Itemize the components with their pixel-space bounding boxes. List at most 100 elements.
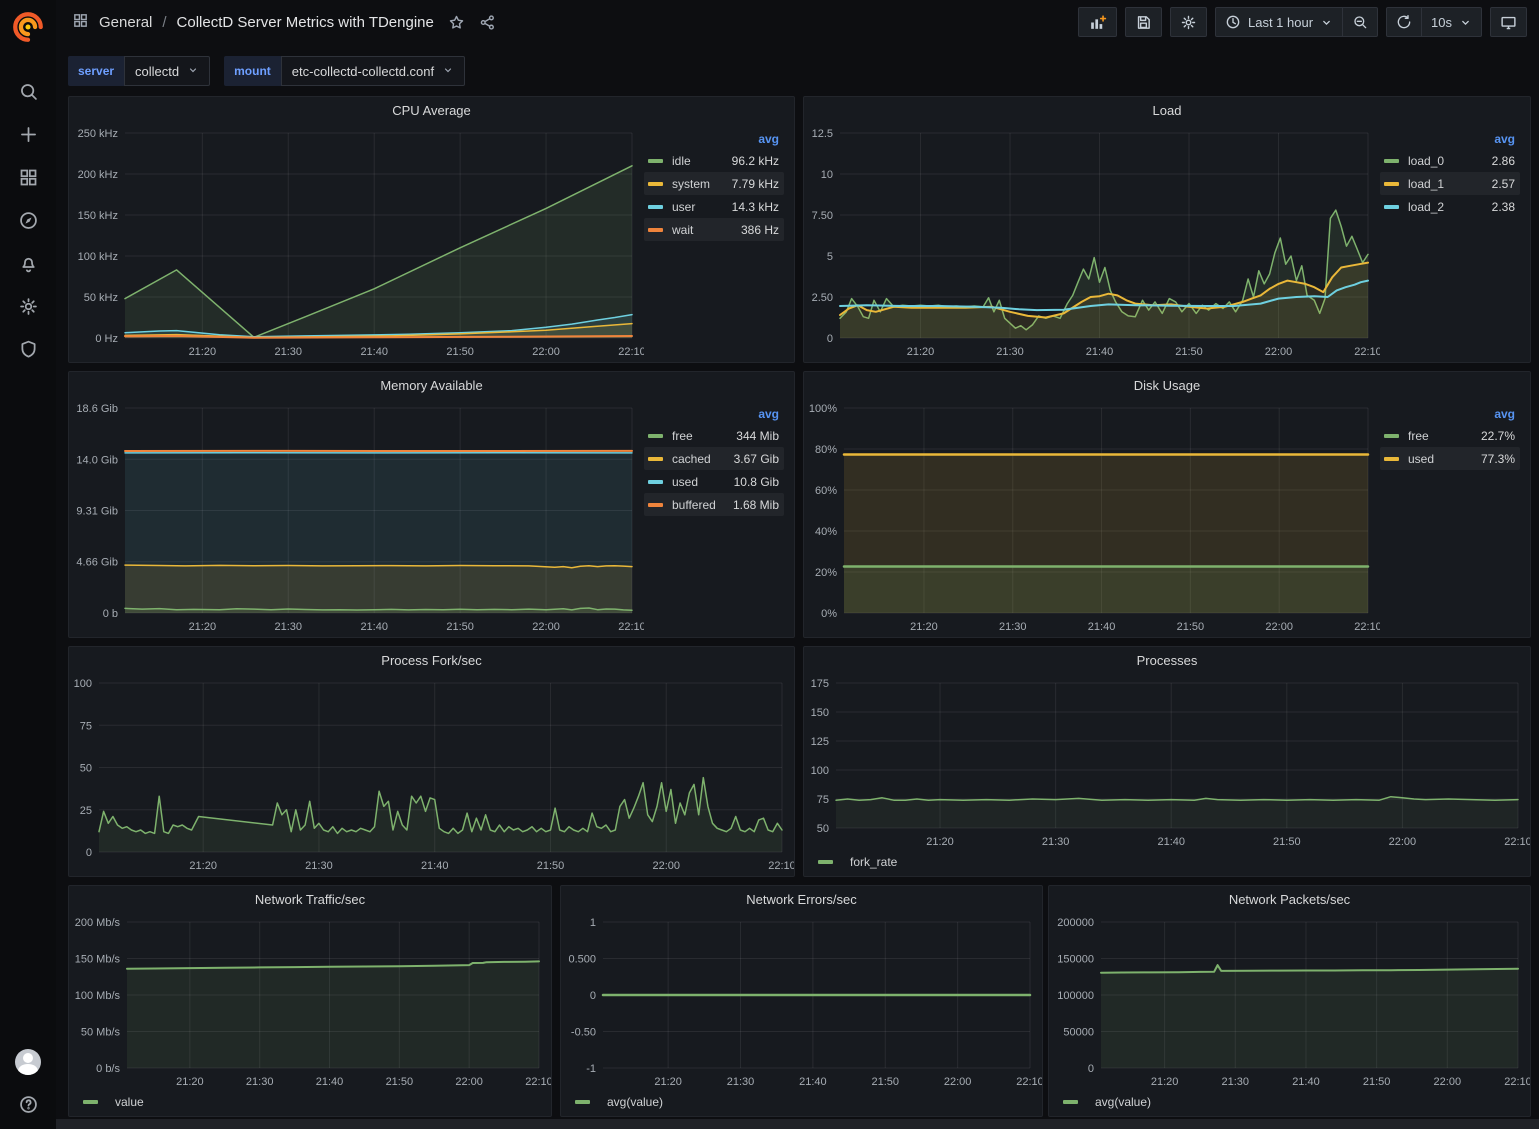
legend-item-buffered[interactable]: buffered 1.68 Mib [644,493,784,516]
dashboard-title[interactable]: CollectD Server Metrics with TDengine [176,13,434,31]
legend-item-user[interactable]: user 14.3 kHz [644,195,784,218]
svg-text:22:10: 22:10 [1016,1076,1042,1088]
legend-avg-header[interactable]: avg [758,407,779,421]
zoom-out-button[interactable] [1343,7,1379,37]
panel-title[interactable]: Network Packets/sec [1228,891,1351,907]
variable-server-value[interactable]: collectd [124,56,211,86]
svg-text:21:20: 21:20 [907,346,935,358]
panel-title[interactable]: Disk Usage [1133,377,1201,393]
panel-title[interactable]: CPU Average [392,102,471,118]
legend-item-idle[interactable]: idle 96.2 kHz [644,149,784,172]
network-errors-chart[interactable]: -1 -0.50 0 0.500 1 21:20 21:30 21:40 21:50 22:00 2… [561,912,1042,1092]
dashboards-icon[interactable] [17,166,39,188]
legend-item-system[interactable]: system 7.79 kHz [644,172,784,195]
legend-avg-header[interactable]: avg [1494,407,1515,421]
legend-item-avg(value)[interactable]: avg(value) [607,1095,664,1109]
refresh-button[interactable] [1386,7,1423,37]
chart-canvas[interactable]: -1 -0.50 0 0.500 1 21:20 21:30 21:40 21:50 22:00 2… [561,912,1042,1092]
legend-series-name: used [1408,451,1435,466]
panel-title[interactable]: Processes [1136,652,1198,668]
chart-canvas[interactable]: 0 2.50 5 7.50 10 12.5 21:20 21:30 21:40 21:50 22:0… [804,123,1380,362]
network-packets-chart[interactable]: 0 50000 100000 150000 200000 21:20 21:30 21:40 2… [1049,912,1530,1092]
time-range-label: Last 1 hour [1247,14,1314,30]
legend-item-used[interactable]: used 77.3% [1380,447,1520,470]
legend-swatch [575,1100,590,1104]
chart-canvas[interactable]: 50 75 100 125 150 175 21:20 21:30 21:40 21:50 22:0… [804,673,1530,852]
network-traffic-chart[interactable]: 0 b/s 50 Mb/s 100 Mb/s 150 Mb/s 200 Mb/s 21:2… [69,912,551,1092]
legend-series-name: free [672,428,693,443]
user-avatar[interactable] [15,1049,41,1075]
refresh-interval-picker[interactable]: 10s [1422,7,1482,37]
legend-item-avg(value)[interactable]: avg(value) [1095,1095,1152,1109]
legend: avg(value) [1049,1092,1530,1116]
chart-canvas[interactable]: 0 b 4.66 Gib 9.31 Gib 14.0 Gib 18.6 Gib 21:20… [69,398,644,637]
explore-compass-icon[interactable] [17,209,39,231]
breadcrumb-section[interactable]: General [99,13,153,31]
svg-text:0: 0 [1088,1063,1094,1075]
legend-item-cached[interactable]: cached 3.67 Gib [644,447,784,470]
add-panel-button[interactable] [1077,7,1117,37]
panel-title[interactable]: Network Errors/sec [746,891,857,907]
legend-series-name: system [672,176,711,191]
chart-canvas[interactable]: 0 Hz 50 kHz 100 kHz 150 kHz 200 kHz 250 kHz 21… [69,123,644,362]
legend-item-wait[interactable]: wait 386 Hz [644,218,784,241]
server-admin-shield-icon[interactable] [17,338,39,360]
legend-swatch [648,456,663,461]
chart-canvas[interactable]: 0% 20% 40% 60% 80% 100% 21:20 21:30 21:40 21:50 22… [804,398,1380,637]
legend-item-load_0[interactable]: load_0 2.86 [1380,149,1520,172]
configuration-gear-icon[interactable] [17,295,39,317]
alerting-bell-icon[interactable] [17,252,39,274]
variable-mount-label: mount [224,56,281,86]
search-icon[interactable] [17,80,39,102]
svg-text:21:30: 21:30 [275,621,303,633]
legend-avg-header[interactable]: avg [758,132,779,146]
legend-item-free[interactable]: free 344 Mib [644,424,784,447]
processes-chart[interactable]: 50 75 100 125 150 175 21:20 21:30 21:40 21:50 22:0… [804,673,1530,852]
svg-text:1: 1 [590,917,596,929]
create-plus-icon[interactable] [17,123,39,145]
memory-available-chart[interactable]: 0 b 4.66 Gib 9.31 Gib 14.0 Gib 18.6 Gib 21:20… [69,398,644,637]
grafana-logo-icon[interactable] [9,8,47,46]
star-icon[interactable] [448,14,465,31]
disk-usage-chart[interactable]: 0% 20% 40% 60% 80% 100% 21:20 21:30 21:40 21:50 22… [804,398,1380,637]
legend-item-free[interactable]: free 22.7% [1380,424,1520,447]
panel-title[interactable]: Process Fork/sec [381,652,482,668]
legend-item-value[interactable]: value [115,1095,144,1109]
panel-title[interactable]: Load [1152,102,1182,118]
legend-avg-header[interactable]: avg [1494,132,1515,146]
svg-text:200 kHz: 200 kHz [78,169,118,181]
panel-title[interactable]: Network Traffic/sec [254,891,366,907]
legend-item-load_1[interactable]: load_1 2.57 [1380,172,1520,195]
svg-text:50 kHz: 50 kHz [84,292,118,304]
load-chart[interactable]: 0 2.50 5 7.50 10 12.5 21:20 21:30 21:40 21:50 22:0… [804,123,1380,362]
svg-text:10: 10 [821,169,833,181]
save-dashboard-button[interactable] [1124,7,1162,37]
process-fork-chart[interactable]: 0 25 50 75 100 21:20 21:30 21:40 21:50 22:00 22:10 [69,673,794,876]
svg-text:50000: 50000 [1063,1027,1094,1039]
svg-text:22:00: 22:00 [944,1076,972,1088]
svg-text:100000: 100000 [1057,990,1094,1002]
variable-mount-value[interactable]: etc-collectd-collectd.conf [280,56,466,86]
cpu-average-chart[interactable]: 0 Hz 50 kHz 100 kHz 150 kHz 200 kHz 250 kHz 21… [69,123,644,362]
legend-item-fork_rate[interactable]: fork_rate [850,855,898,869]
share-icon[interactable] [479,14,496,31]
legend-swatch [648,204,663,209]
svg-text:40%: 40% [815,526,837,538]
cycle-view-mode-button[interactable] [1490,7,1527,37]
chart-canvas[interactable]: 0 25 50 75 100 21:20 21:30 21:40 21:50 22:00 22:10 [69,673,794,876]
scrollbar-track[interactable] [56,1119,1539,1129]
svg-text:21:40: 21:40 [1292,1076,1320,1088]
panel-title[interactable]: Memory Available [380,377,483,393]
chart-canvas[interactable]: 0 b/s 50 Mb/s 100 Mb/s 150 Mb/s 200 Mb/s 21:2… [69,912,551,1092]
toolbar: Last 1 hour 10s [1077,7,1527,37]
legend-swatch [1384,433,1399,438]
svg-text:22:10: 22:10 [1504,836,1530,848]
svg-text:18.6 Gib: 18.6 Gib [76,403,118,415]
legend-item-used[interactable]: used 10.8 Gib [644,470,784,493]
time-range-picker[interactable]: Last 1 hour [1214,7,1344,37]
legend-item-load_2[interactable]: load_2 2.38 [1380,195,1520,218]
help-icon[interactable] [17,1093,39,1115]
chart-canvas[interactable]: 0 50000 100000 150000 200000 21:20 21:30 21:40 2… [1049,912,1530,1092]
dashboard-settings-button[interactable] [1169,7,1207,37]
